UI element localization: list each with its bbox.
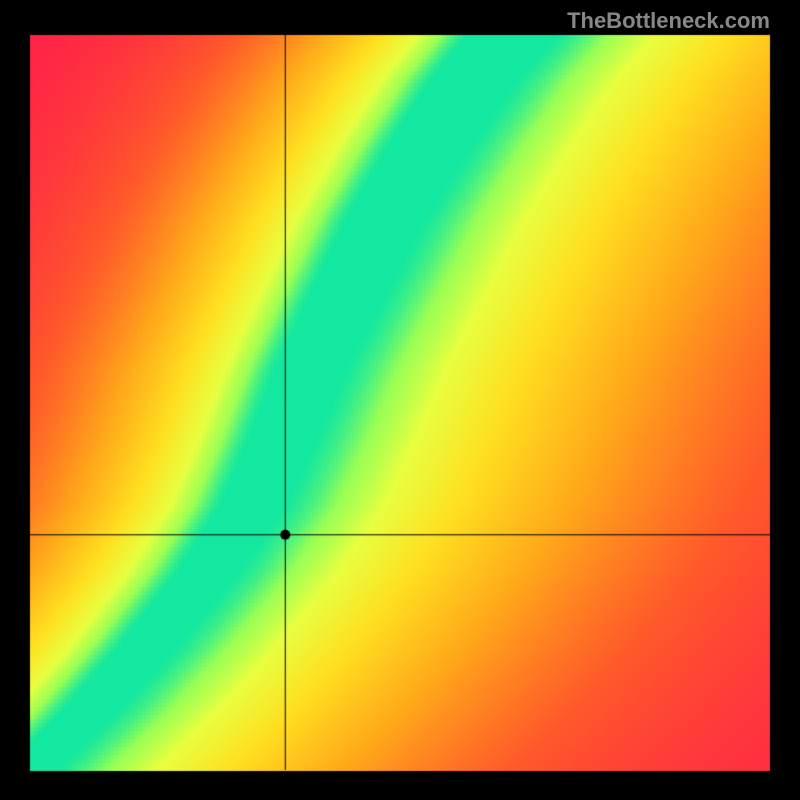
chart-container: TheBottleneck.com [0, 0, 800, 800]
watermark-text: TheBottleneck.com [567, 8, 770, 34]
bottleneck-heatmap [0, 0, 800, 800]
